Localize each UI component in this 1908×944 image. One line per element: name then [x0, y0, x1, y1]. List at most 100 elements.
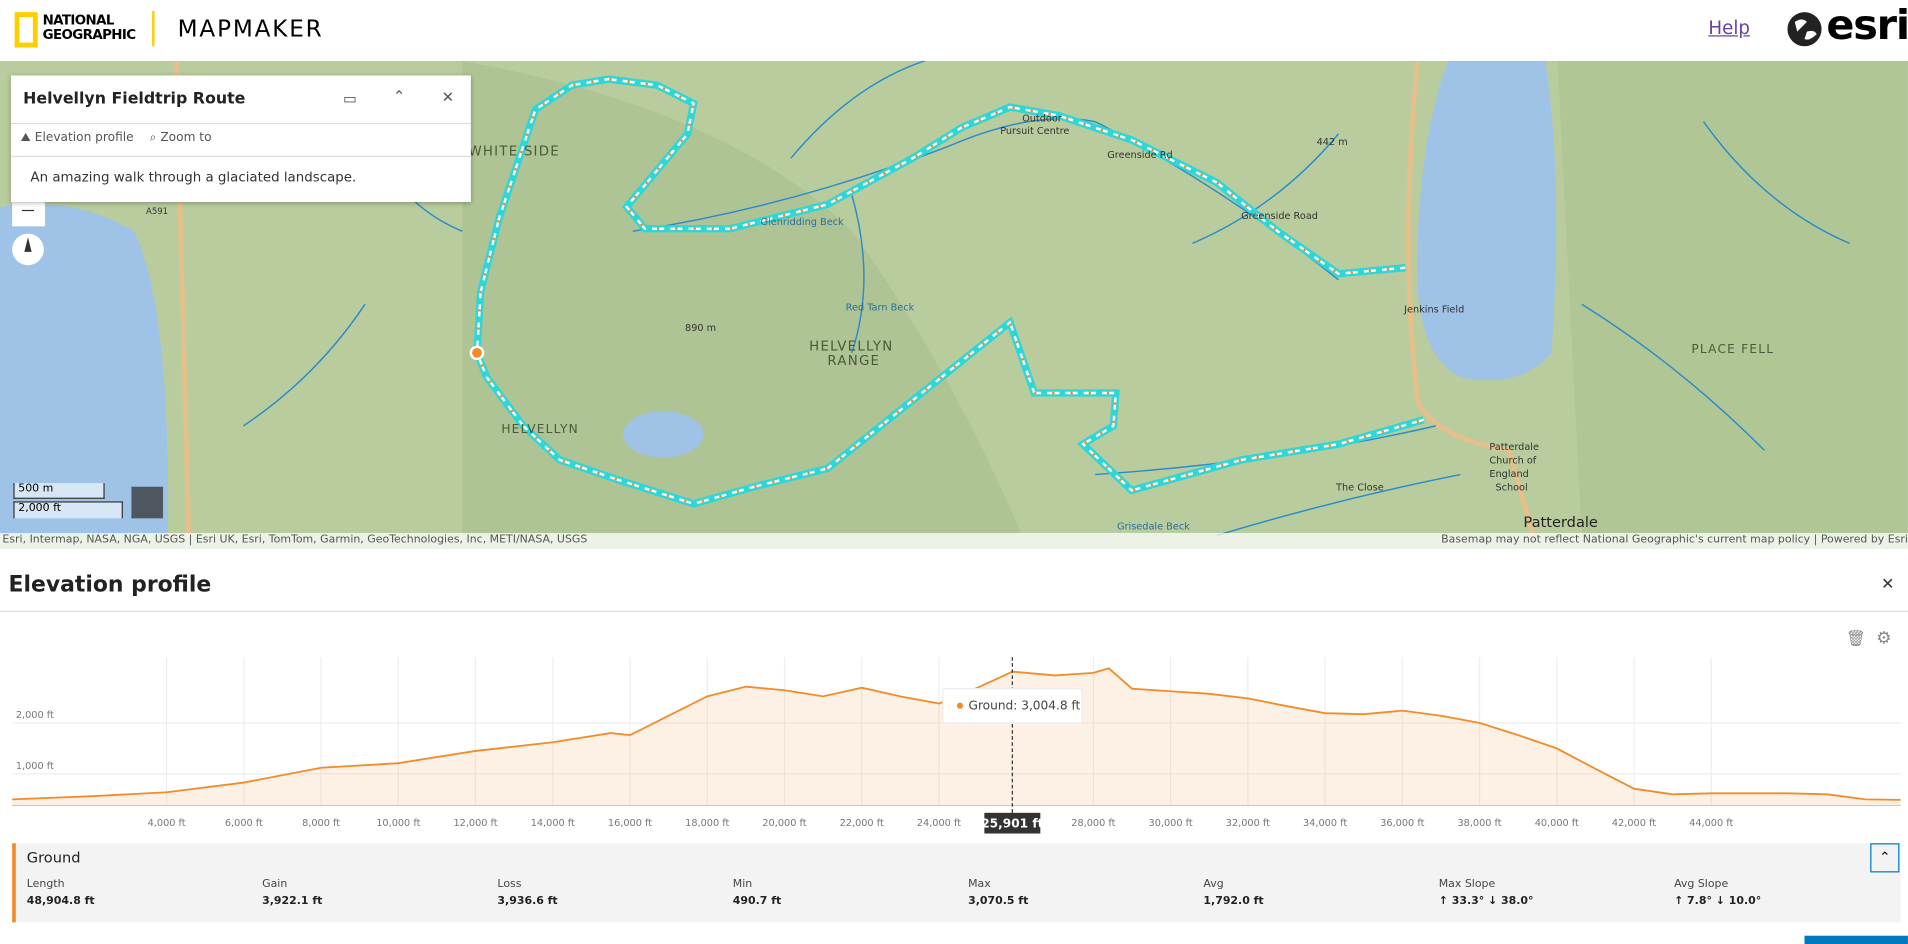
map-label: 890 m: [685, 323, 716, 334]
route-start: [469, 345, 485, 361]
x-tick-label: 8,000 ft: [302, 818, 340, 829]
elevation-action[interactable]: ⛰ Elevation profile: [20, 131, 134, 145]
tooltip-box: [942, 688, 1083, 724]
map-label: WHITE SIDE: [468, 145, 559, 160]
x-tick-label: 28,000 ft: [1071, 818, 1115, 829]
app-name: MAPMAKER: [177, 15, 324, 43]
stat-value: 3,922.1 ft: [262, 895, 323, 908]
map-label: Jenkins Field: [1403, 305, 1464, 316]
close-button[interactable]: ✕: [441, 88, 454, 106]
area-fill: [12, 668, 1901, 806]
profile-line: [12, 667, 1901, 801]
series-name: Ground: [26, 849, 81, 867]
esri-logo: esri: [1826, 1, 1908, 50]
x-tick-label: 24,000 ft: [917, 818, 961, 829]
stat-label: Avg Slope: [1674, 878, 1729, 891]
stat-value: ↑ 7.8° ↓ 10.0°: [1674, 895, 1762, 908]
map-label: England: [1489, 469, 1528, 480]
action-label: Zoom to: [160, 131, 212, 145]
settings-button[interactable]: ⚙: [1876, 629, 1892, 649]
map-label: RANGE: [827, 354, 880, 369]
map-label: A591: [146, 207, 168, 217]
x-tick-label: 10,000 ft: [376, 818, 420, 829]
map-label: The Close: [1335, 482, 1384, 493]
x-tick-label: 6,000 ft: [225, 818, 263, 829]
stat-label: Gain: [262, 878, 288, 891]
attribution-policy: Basemap may not reflect National Geograp…: [1441, 534, 1908, 547]
stat-label: Min: [732, 878, 753, 891]
x-tick-label: 4,000 ft: [148, 818, 186, 829]
stat-value: ↑ 33.3° ↓ 38.0°: [1438, 895, 1534, 908]
x-tick-label: 32,000 ft: [1226, 818, 1270, 829]
popup-title: Helvellyn Fieldtrip Route: [23, 90, 246, 109]
map-label: Glenridding Beck: [761, 217, 845, 228]
dock-button[interactable]: ▭: [343, 90, 357, 108]
stat-label: Loss: [497, 878, 522, 891]
scale-imperial: 2,000 ft: [13, 501, 123, 519]
x-tick-label: 12,000 ft: [453, 818, 497, 829]
x-tick-label: 38,000 ft: [1457, 818, 1501, 829]
action-button[interactable]: [1804, 935, 1908, 944]
stat-label: Avg: [1203, 878, 1224, 891]
x-tick-label: 16,000 ft: [608, 818, 652, 829]
map-label: Red Tarn Beck: [846, 302, 915, 313]
map-label: Greenside Road: [1241, 211, 1318, 222]
y-tick-label: 2,000 ft: [16, 710, 54, 721]
x-tick-label: 42,000 ft: [1612, 818, 1656, 829]
map-label: Patterdale: [1489, 442, 1539, 453]
stat-label: Max Slope: [1438, 878, 1496, 891]
map-label: Pursuit Centre: [1000, 126, 1069, 137]
divider: [152, 10, 155, 47]
basemap-button[interactable]: [131, 486, 164, 519]
stat-label: Length: [26, 878, 65, 891]
popup-description: An amazing walk through a glaciated land…: [30, 169, 357, 185]
map-label: Outdoor: [1022, 114, 1062, 125]
map-label: Greenside Rd: [1107, 150, 1172, 161]
scale-metric: 500 m: [13, 483, 105, 499]
logo-text-2: GEOGRAPHIC: [42, 26, 137, 43]
map-label: Patterdale: [1523, 514, 1598, 531]
action-label: Elevation profile: [34, 131, 134, 145]
x-tick-label: 36,000 ft: [1380, 818, 1424, 829]
x-tick-label: 18,000 ft: [685, 818, 729, 829]
x-tick-label: 20,000 ft: [762, 818, 806, 829]
ng-logo: [14, 12, 38, 48]
map-label: Grisedale Beck: [1117, 521, 1190, 532]
stat-value: 3,936.6 ft: [497, 895, 558, 908]
map-label: PLACE FELL: [1691, 342, 1774, 356]
panel-close[interactable]: ✕: [1881, 575, 1895, 594]
route-accent: [475, 77, 1406, 353]
stat-value: 3,070.5 ft: [968, 895, 1029, 908]
clear-button[interactable]: 🗑: [1845, 630, 1866, 649]
x-tick-label: 44,000 ft: [1689, 818, 1733, 829]
x-tick-label: 40,000 ft: [1535, 818, 1579, 829]
popup: Helvellyn Fieldtrip Route ▭ ⌃ ✕ ⛰ Elevat…: [10, 75, 471, 202]
map-label: 442 m: [1317, 137, 1348, 148]
stats-collapse[interactable]: ⌃: [1870, 843, 1900, 873]
y-tick-label: 1,000 ft: [16, 761, 54, 772]
attribution: Esri, Intermap, NASA, NGA, USGS | Esri U…: [2, 534, 588, 547]
help-link[interactable]: Help: [1708, 17, 1751, 39]
tooltip-text: Ground: 3,004.8 ft: [969, 698, 1081, 712]
route-dash: [475, 320, 1424, 506]
zoom-action[interactable]: ⌕ Zoom to: [149, 131, 212, 145]
x-tick-label: 30,000 ft: [1149, 818, 1193, 829]
stat-value: 490.7 ft: [732, 895, 782, 908]
map-label: HELVELLYN: [501, 422, 579, 436]
x-tick-label: 34,000 ft: [1303, 818, 1347, 829]
logo-text-1: NATIONAL: [42, 12, 115, 28]
esri-globe: [1787, 12, 1822, 47]
map-label: Church of: [1489, 456, 1536, 467]
x-tick-label: 22,000 ft: [840, 818, 884, 829]
cursor-label-box: [984, 812, 1041, 834]
tooltip-marker: [956, 702, 964, 709]
stat-label: Max: [968, 878, 991, 891]
stat-value: 48,904.8 ft: [26, 895, 95, 908]
map-label: School: [1495, 482, 1527, 493]
elevation-chart: 4,000 ft 6,000 ft 8,000 ft 10,000 ft 12,000 …: [12, 657, 1901, 834]
x-tick-label: 14,000 ft: [531, 818, 575, 829]
collapse-button[interactable]: ⌃: [393, 87, 406, 105]
